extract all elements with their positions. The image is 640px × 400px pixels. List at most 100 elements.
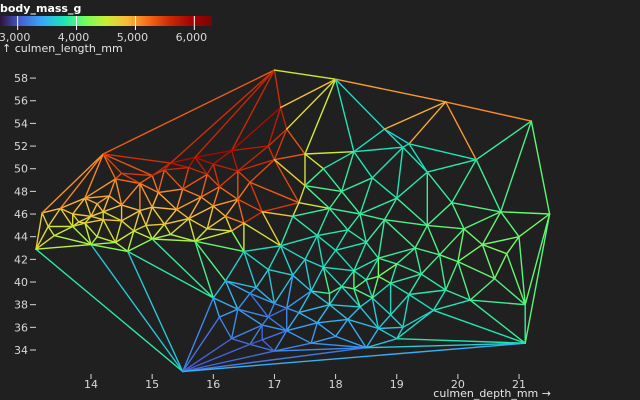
- mesh-edge: [102, 153, 153, 177]
- mesh-edge: [347, 306, 361, 321]
- mesh-edge: [347, 229, 367, 244]
- mesh-edge: [341, 190, 361, 215]
- mesh-edge: [71, 222, 86, 228]
- x-axis: 14 15 16 17 18 19 20 21: [84, 374, 526, 391]
- mesh-edge: [334, 78, 355, 153]
- mesh-edge: [286, 311, 300, 332]
- mesh-edge: [286, 307, 300, 314]
- mesh-edge: [414, 247, 441, 256]
- mesh-edge: [304, 150, 355, 155]
- mesh-edge: [322, 150, 355, 170]
- mesh-edge: [353, 270, 367, 281]
- mesh-edge: [237, 181, 251, 201]
- mesh-edge: [273, 330, 288, 352]
- mesh-edge: [108, 178, 117, 197]
- mesh-edge: [237, 198, 245, 224]
- mesh-edge: [237, 308, 263, 326]
- mesh-edge: [426, 224, 465, 230]
- mesh-edge: [230, 222, 245, 232]
- mesh-edge: [194, 240, 245, 253]
- mesh-edge: [481, 211, 502, 246]
- mesh-edge: [139, 209, 147, 227]
- mesh-edge: [322, 266, 355, 272]
- mesh-edge: [163, 166, 190, 171]
- mesh-edge: [445, 289, 471, 301]
- mesh-edge: [151, 206, 178, 211]
- mesh-edge: [328, 285, 343, 295]
- mesh-edge: [273, 342, 312, 352]
- mesh-edge: [304, 153, 325, 170]
- legend-tick-label: 6,000: [176, 31, 208, 44]
- mesh-edge: [500, 211, 520, 238]
- mesh-edge: [84, 215, 92, 224]
- mesh-edge: [224, 280, 251, 295]
- mesh-edge: [169, 69, 276, 164]
- mesh-edge: [359, 213, 386, 221]
- mesh-edge: [298, 311, 318, 324]
- mesh-edge: [181, 338, 233, 373]
- mesh-edge: [261, 211, 282, 247]
- mesh-edge: [243, 250, 269, 271]
- mesh-edge: [194, 228, 208, 242]
- mesh-edge: [445, 101, 477, 161]
- mesh-edge: [230, 145, 269, 152]
- mesh-edge: [163, 169, 184, 190]
- mesh-edge: [53, 225, 74, 237]
- mesh-edge: [59, 207, 74, 228]
- mesh-edge: [163, 217, 190, 225]
- mesh-edge: [102, 153, 172, 164]
- mesh-edge: [383, 128, 404, 148]
- mesh-edge: [481, 235, 520, 246]
- mesh-edge: [365, 279, 373, 299]
- mesh-edge: [304, 167, 325, 187]
- mesh-edge: [408, 143, 477, 161]
- mesh-edge: [353, 257, 380, 272]
- mesh-edge: [322, 266, 331, 295]
- mesh-edge: [53, 234, 92, 246]
- mesh-edge: [365, 241, 380, 259]
- mesh-edge: [286, 290, 312, 309]
- mesh-edge: [500, 120, 532, 213]
- mesh-edge: [139, 174, 153, 185]
- mesh-edge: [279, 245, 294, 276]
- mesh-edge: [84, 195, 111, 199]
- mesh-edge: [243, 250, 257, 289]
- mesh-edge: [151, 162, 172, 177]
- mesh-edge: [181, 166, 190, 190]
- mesh-edge: [90, 235, 98, 246]
- mesh-edge: [188, 196, 202, 220]
- y-axis: 34 36 38 40 42 44 46 48 50 52 54 56 58: [14, 72, 36, 357]
- mesh-edge: [78, 215, 92, 223]
- mesh-edge: [255, 268, 269, 289]
- mesh-edge: [273, 153, 306, 161]
- mesh-edge: [347, 318, 380, 330]
- mesh-edge: [328, 207, 361, 215]
- mesh-edge: [102, 218, 123, 222]
- mesh-edge: [518, 235, 526, 306]
- mesh-edge: [249, 181, 263, 213]
- mesh-edge: [188, 166, 208, 176]
- mesh-edge: [432, 309, 526, 344]
- mesh-edge: [377, 257, 398, 265]
- mesh-edge: [445, 260, 459, 291]
- mesh-edge: [90, 203, 98, 218]
- mesh-edge: [84, 197, 92, 218]
- mesh-edge: [500, 211, 551, 215]
- mesh-edge: [151, 233, 172, 240]
- mesh-edge: [267, 316, 288, 332]
- mesh-edge: [41, 153, 104, 214]
- mesh-edge: [47, 207, 62, 228]
- mesh-edge: [188, 156, 196, 169]
- mesh-edge: [396, 263, 422, 275]
- mesh-edge: [249, 292, 269, 318]
- mesh-edge: [175, 208, 190, 220]
- y-tick-label: 50: [14, 163, 28, 176]
- mesh-edge: [212, 297, 221, 318]
- mesh-edge: [96, 203, 104, 213]
- mesh-edge: [224, 215, 245, 224]
- mesh-edge: [224, 280, 239, 310]
- mesh-edge: [334, 229, 349, 252]
- mesh-edge: [463, 228, 484, 246]
- mesh-edge: [200, 196, 215, 207]
- mesh-edge: [114, 230, 135, 244]
